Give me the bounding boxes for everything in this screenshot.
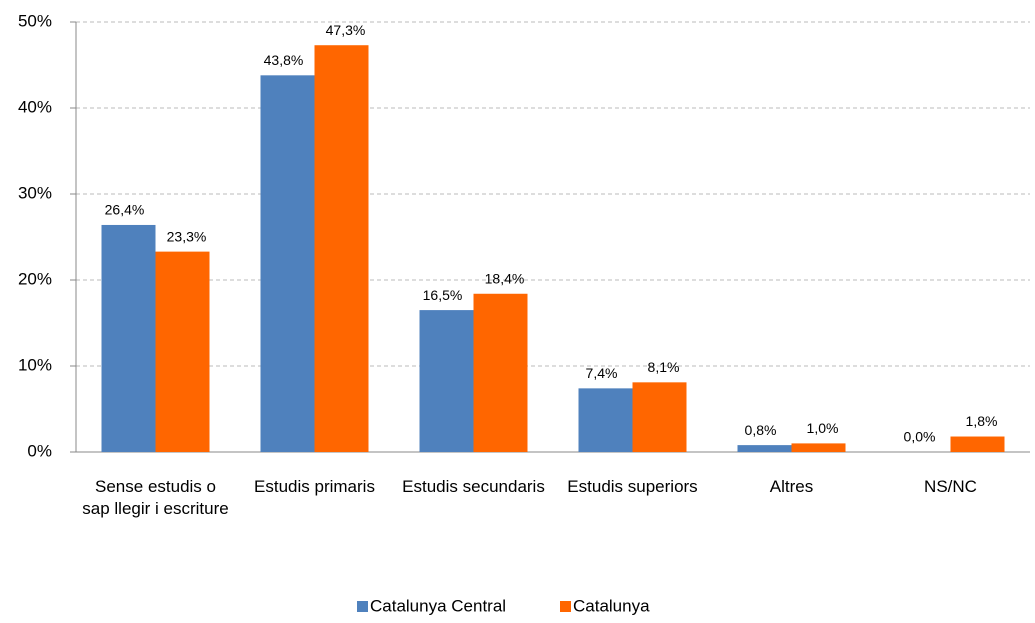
data-label: 16,5% [423,287,463,303]
y-tick-label: 20% [18,269,52,288]
bar [791,443,846,452]
y-tick-label: 0% [27,441,52,460]
data-label: 8,1% [648,359,680,375]
y-tick-label: 30% [18,183,52,202]
x-tick-label: Sense estudis o sap llegir i escriture [82,477,229,518]
x-tick-label: Estudis superiors [567,477,698,496]
data-label: 23,3% [167,228,207,244]
data-label: 0,0% [904,429,936,445]
x-tick-label: Estudis primaris [254,477,375,496]
legend-label: Catalunya Central [370,596,506,615]
data-label: 18,4% [485,270,525,286]
y-tick-label: 10% [18,355,52,374]
bar [419,310,474,452]
data-label: 1,8% [966,413,998,429]
bar [632,382,687,452]
bar [578,388,633,452]
data-label: 7,4% [586,365,618,381]
bar [155,251,210,452]
data-label: 47,3% [326,22,366,38]
y-tick-label: 40% [18,97,52,116]
data-label: 0,8% [745,422,777,438]
bar [314,45,369,452]
bar [950,436,1005,452]
legend-swatch [560,601,571,612]
x-tick-label: NS/NC [924,477,977,496]
legend-label: Catalunya [573,596,650,615]
x-tick-label: Estudis secundaris [402,477,545,496]
y-tick-label: 50% [18,11,52,30]
bar [737,445,792,452]
bar [260,75,315,452]
bar [101,224,156,452]
bar [473,293,528,452]
data-label: 26,4% [105,202,145,218]
data-label: 1,0% [807,420,839,436]
x-tick-label: Altres [769,477,814,496]
data-label: 43,8% [264,52,304,68]
legend-swatch [357,601,368,612]
